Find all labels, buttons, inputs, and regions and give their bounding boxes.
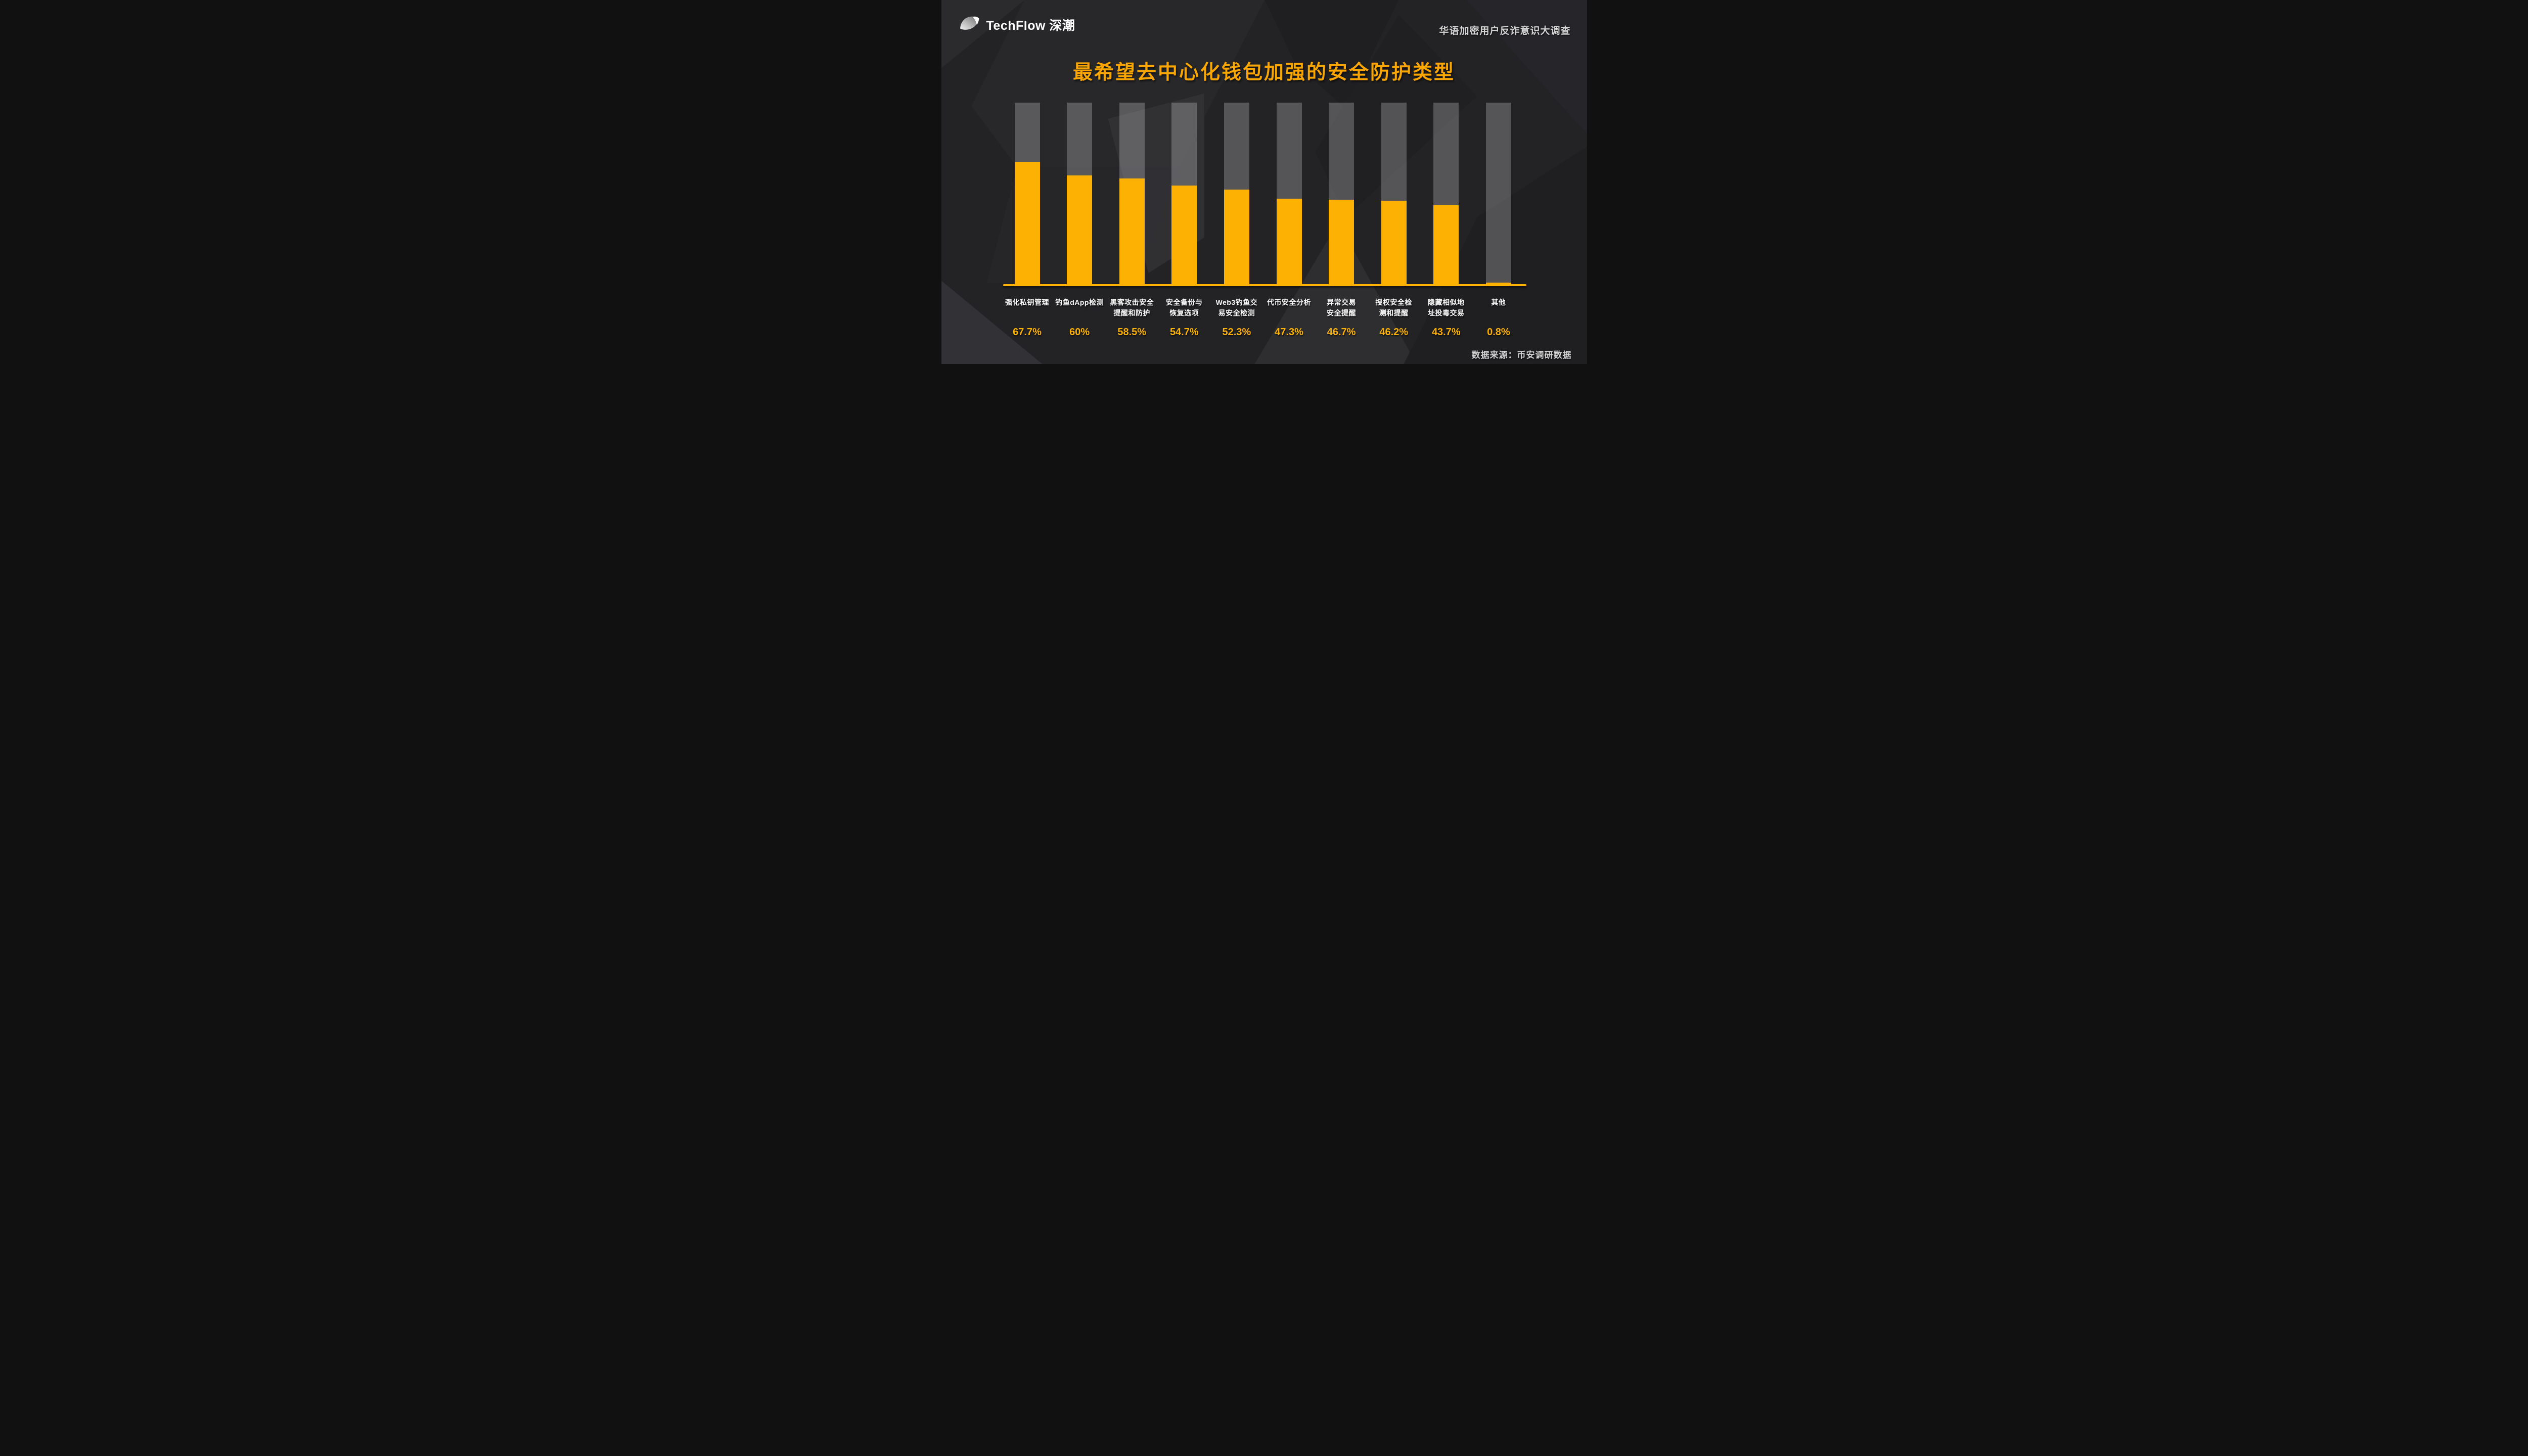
value-label: 60%: [1069, 327, 1090, 338]
value-label: 46.7%: [1327, 327, 1356, 338]
bar-column: [1171, 103, 1197, 285]
bar-column: [1014, 103, 1040, 285]
infographic-canvas: TechFlow 深潮 华语加密用户反诈意识大调查 最希望去中心化钱包加强的安全…: [941, 0, 1587, 364]
brand-logo: TechFlow 深潮: [958, 14, 1075, 35]
category-label: 其他: [1491, 298, 1506, 306]
value-label: 0.8%: [1487, 327, 1510, 338]
bar-column: [1485, 103, 1511, 285]
value-label: 47.3%: [1275, 327, 1303, 338]
value-label: 46.2%: [1379, 327, 1409, 338]
value-label: 58.5%: [1117, 327, 1147, 338]
bar-column: [1224, 103, 1249, 285]
category-label: 隐藏相似地 址投毒交易: [1428, 298, 1465, 317]
page-header: TechFlow 深潮 华语加密用户反诈意识大调查: [941, 0, 1587, 46]
bar-fill: [1276, 199, 1302, 285]
bar-column: [1119, 103, 1145, 285]
category-label: 钓鱼dApp检测: [1055, 298, 1104, 306]
value-label: 54.7%: [1169, 327, 1199, 338]
bar-fill: [1433, 205, 1459, 285]
category-label: 授权安全检 测和提醒: [1375, 298, 1412, 317]
techflow-leaf-icon: [960, 16, 979, 30]
category-label: 代币安全分析: [1267, 298, 1311, 306]
brand-logo-text: TechFlow 深潮: [986, 19, 1075, 33]
value-label: 52.3%: [1222, 327, 1251, 338]
bar-fill: [1485, 283, 1511, 285]
bar-column: [1433, 103, 1459, 285]
chart-title: 最希望去中心化钱包加强的安全防护类型: [1072, 62, 1455, 83]
value-label: 43.7%: [1431, 327, 1461, 338]
bar-fill: [1067, 175, 1093, 285]
bar-column: [1381, 103, 1407, 285]
bar-fill: [1014, 161, 1040, 285]
x-axis-line: [1003, 284, 1526, 286]
category-label: Web3钓鱼交 易安全检测: [1215, 298, 1258, 317]
bar-column: [1329, 103, 1355, 285]
category-label: 黑客攻击安全 提醒和防护: [1110, 298, 1154, 317]
survey-title-text: 华语加密用户反诈意识大调查: [1439, 26, 1571, 36]
bar-fill: [1224, 190, 1249, 285]
category-label: 安全备份与 恢复选项: [1166, 298, 1203, 317]
data-source-text: 数据来源：币安调研数据: [1471, 350, 1572, 360]
value-label: 67.7%: [1013, 327, 1042, 338]
bar-fill: [1171, 185, 1197, 285]
bar-fill: [1329, 200, 1355, 285]
bar-track: [1485, 103, 1511, 285]
bar-column: [1067, 103, 1093, 285]
category-label: 异常交易 安全提醒: [1327, 298, 1357, 317]
category-label: 强化私钥管理: [1005, 298, 1049, 306]
bar-fill: [1381, 201, 1407, 285]
bar-column: [1276, 103, 1302, 285]
bar-chart: 强化私钥管理 67.7% 钓鱼dApp检测 60% 黑客攻击安全 提醒和防护 58.5% 安全…: [941, 0, 1587, 364]
bar-fill: [1119, 178, 1145, 285]
